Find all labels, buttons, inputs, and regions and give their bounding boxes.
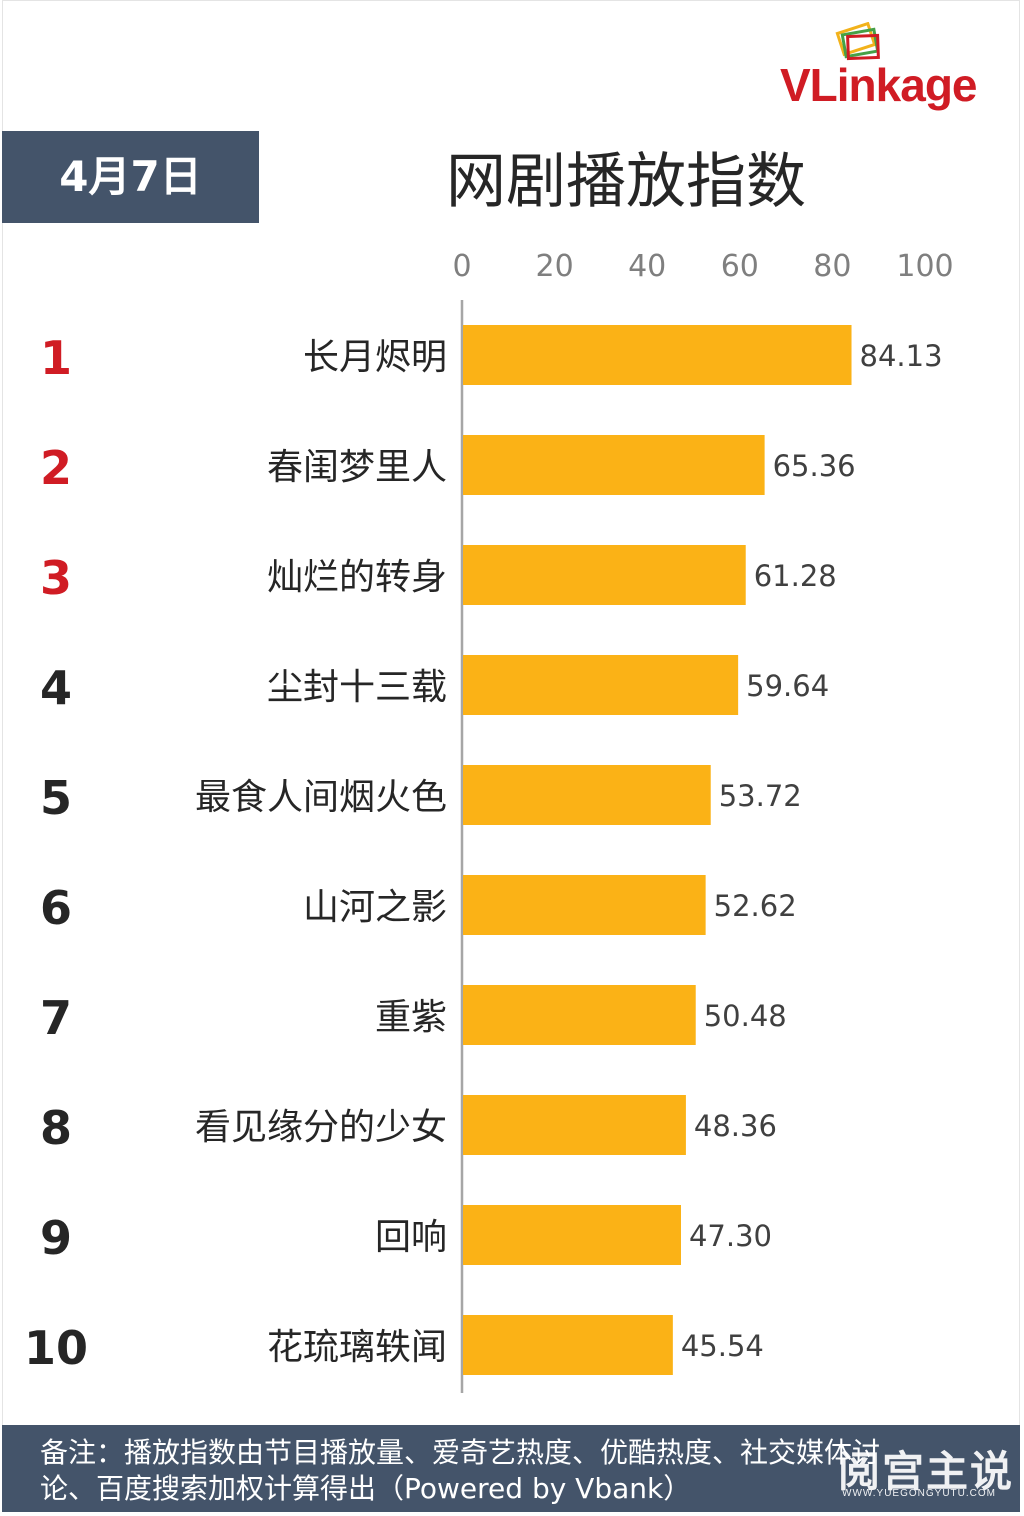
value-label: 65.36 [773,449,856,483]
x-tick-label: 100 [896,249,953,284]
value-label: 47.30 [689,1219,772,1253]
x-tick-label: 80 [813,249,851,284]
watermark: 阅宫主说 WWW.YUEGONGYUTU.COM [838,1432,1018,1510]
bar [463,875,706,935]
bar [463,325,852,385]
category-label: 回响 [375,1217,447,1258]
rank-number: 9 [40,1211,72,1265]
value-label: 50.48 [704,999,787,1033]
rank-number: 1 [40,331,72,385]
category-label: 春闺梦里人 [267,447,447,488]
x-tick-label: 20 [536,249,574,284]
bar [463,1095,686,1155]
bar [463,1205,681,1265]
value-label: 45.54 [681,1329,764,1363]
value-label: 61.28 [754,559,837,593]
rank-number: 5 [40,771,72,825]
watermark-cn: 阅宫主说 [838,1447,1015,1496]
watermark-en: WWW.YUEGONGYUTU.COM [842,1488,996,1499]
footer-text: 备注：播放指数由节目播放量、爱奇艺热度、优酷热度、社交媒体讨 论、百度搜索加权计… [40,1435,1000,1507]
category-label: 最食人间烟火色 [195,777,447,818]
category-label: 看见缘分的少女 [195,1107,447,1148]
category-label: 灿烂的转身 [267,557,447,598]
x-tick-label: 0 [452,249,471,284]
footer-line-1: 备注：播放指数由节目播放量、爱奇艺热度、优酷热度、社交媒体讨 [40,1436,881,1469]
category-label: 长月烬明 [303,337,447,378]
rank-number: 10 [24,1321,88,1375]
bar [463,655,739,715]
rank-number: 3 [40,551,72,605]
value-label: 59.64 [746,669,829,703]
category-label: 山河之影 [303,887,447,928]
rank-number: 4 [40,661,72,715]
date-label: 4月7日 [59,152,202,201]
rank-number: 8 [40,1101,72,1155]
category-label: 花琉璃轶闻 [267,1327,447,1368]
bar [463,765,711,825]
value-label: 52.62 [714,889,797,923]
bar [463,545,746,605]
bar [463,1315,673,1375]
value-label: 48.36 [694,1109,777,1143]
x-tick-label: 60 [721,249,759,284]
x-tick-label: 40 [628,249,666,284]
rank-number: 7 [40,991,72,1045]
value-label: 84.13 [860,339,943,373]
value-label: 53.72 [719,779,802,813]
footer-note: 备注：播放指数由节目播放量、爱奇艺热度、优酷热度、社交媒体讨 论、百度搜索加权计… [2,1425,1020,1512]
logo-wordmark: VLinkage [780,59,978,111]
category-label: 尘封十三载 [267,667,447,708]
rank-number: 2 [40,441,72,495]
footer-line-2: 论、百度搜索加权计算得出（Powered by Vbank） [40,1472,692,1505]
bar [463,435,765,495]
vlinkage-logo: VLinkage [780,22,1016,112]
rank-number: 6 [40,881,72,935]
logo-cards-icon [835,22,880,61]
bar-chart: 0 20 40 60 80 100 84.13 长月烬明 1 65.36 春闺梦里人 2 61.28 灿烂… [24,249,954,1393]
chart-title: 网剧播放指数 [446,147,806,217]
category-label: 重紫 [375,997,447,1038]
bar [463,985,696,1045]
date-badge: 4月7日 [2,131,259,223]
